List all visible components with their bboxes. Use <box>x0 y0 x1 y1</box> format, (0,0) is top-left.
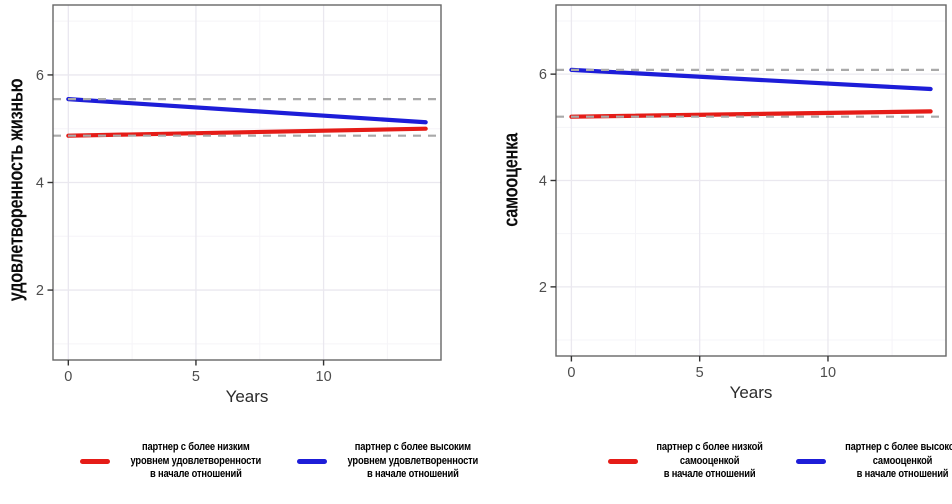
legend-item: партнер с более низким уровнем удовлетвор… <box>80 441 273 482</box>
x-axis-label: Years <box>226 387 269 406</box>
plot-area: 0 5 10 2 4 6 Years <box>539 4 947 402</box>
y-tick-label: 2 <box>36 283 44 299</box>
y-tick-label: 6 <box>539 67 547 83</box>
legend-label: партнер с более высокой самооценкой в нача… <box>845 441 952 481</box>
legend-item: партнер с более низкой самооценкой в начал… <box>607 441 772 482</box>
x-tick-label: 0 <box>567 365 575 381</box>
series-line <box>569 67 933 92</box>
x-tick-label: 5 <box>192 369 200 385</box>
y-tick-label: 4 <box>36 176 44 192</box>
legend-key-line <box>607 458 638 464</box>
legend-label: партнер с более высоким уровнем удовлетво… <box>347 441 479 481</box>
legend-label: партнер с более низким уровнем удовлетвор… <box>130 441 262 481</box>
series-line <box>66 97 428 125</box>
legend-key-line <box>80 458 111 464</box>
x-tick-label: 10 <box>820 365 836 381</box>
x-tick-label: 5 <box>696 365 704 381</box>
x-axis-label: Years <box>730 383 773 402</box>
legend-key-line <box>796 458 827 464</box>
legend: партнер с более низкой самооценкой в начал… <box>556 441 952 482</box>
plot-area: 0 5 10 2 4 6 Years <box>36 4 442 406</box>
x-tick-label: 0 <box>64 369 72 385</box>
legend: партнер с более низким уровнем удовлетвор… <box>53 441 479 482</box>
legend-item: партнер с более высоким уровнем удовлетво… <box>297 441 490 482</box>
legend-label: партнер с более низкой самооценкой в начал… <box>656 441 763 481</box>
series-line <box>66 126 428 138</box>
x-tick-label: 10 <box>316 369 332 385</box>
legend-item: партнер с более высокой самооценкой в нача… <box>796 441 952 482</box>
legend-key-line <box>297 458 327 464</box>
y-tick-label: 6 <box>36 68 44 84</box>
y-tick-label: 4 <box>539 174 547 190</box>
chart-self-esteem: самооценка 0 5 10 2 4 6 Years партнер с более … <box>500 0 952 504</box>
y-tick-label: 2 <box>539 280 547 296</box>
chart-life-satisfaction: удовлетворенность жизнью 0 5 10 2 4 6 Years па… <box>6 0 478 504</box>
